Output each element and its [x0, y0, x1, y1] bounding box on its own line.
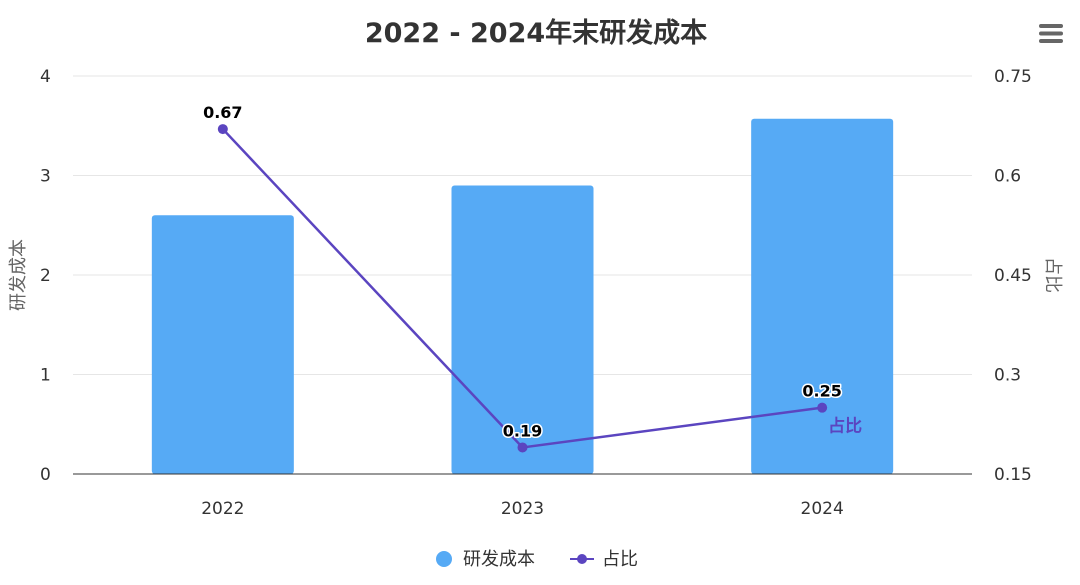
right-tick-label: 0.15	[994, 465, 1032, 485]
legend-bar-label: 研发成本	[463, 549, 535, 570]
hamburger-menu-icon[interactable]	[1030, 18, 1070, 50]
right-axis-title: 占比	[1042, 257, 1063, 293]
bar-series	[151, 118, 894, 475]
bar	[151, 215, 294, 475]
left-axis-ticks: 0 1 2 3 4	[40, 67, 51, 485]
right-tick-label: 0.75	[994, 67, 1032, 87]
data-label: 0.19	[503, 421, 542, 440]
left-tick-label: 2	[40, 266, 51, 286]
x-tick-label: 2022	[201, 499, 244, 519]
chart-title: 2022 - 2024年末研发成本	[365, 17, 707, 49]
left-tick-label: 1	[40, 366, 51, 386]
left-axis-title: 研发成本	[8, 239, 29, 311]
x-tick-label: 2024	[801, 499, 844, 519]
legend-line-label: 占比	[602, 549, 638, 570]
legend-item-bar[interactable]: 研发成本	[436, 549, 535, 570]
legend: 研发成本 占比	[436, 549, 638, 570]
bar	[451, 185, 594, 474]
left-tick-label: 4	[40, 67, 51, 87]
x-axis-ticks: 2022 2023 2024	[201, 499, 844, 519]
data-label: 0.25	[802, 382, 841, 401]
right-tick-label: 0.6	[994, 167, 1021, 187]
line-series-end-label: 占比	[828, 416, 862, 437]
data-labels: 0.67 0.19 0.25	[202, 102, 844, 442]
legend-bar-swatch	[436, 551, 452, 567]
left-tick-label: 0	[40, 465, 51, 485]
line-point	[517, 442, 528, 453]
x-tick-label: 2023	[501, 499, 544, 519]
legend-item-line[interactable]: 占比	[570, 549, 638, 570]
right-axis-ticks: 0.15 0.3 0.45 0.6 0.75	[994, 67, 1032, 485]
line-point	[217, 124, 228, 135]
legend-line-marker	[577, 554, 587, 564]
right-tick-label: 0.3	[994, 366, 1021, 386]
data-label: 0.67	[203, 103, 242, 122]
bar	[751, 118, 894, 474]
line-point	[817, 402, 828, 413]
right-tick-label: 0.45	[994, 266, 1032, 286]
left-tick-label: 3	[40, 167, 51, 187]
line-series	[217, 124, 828, 453]
